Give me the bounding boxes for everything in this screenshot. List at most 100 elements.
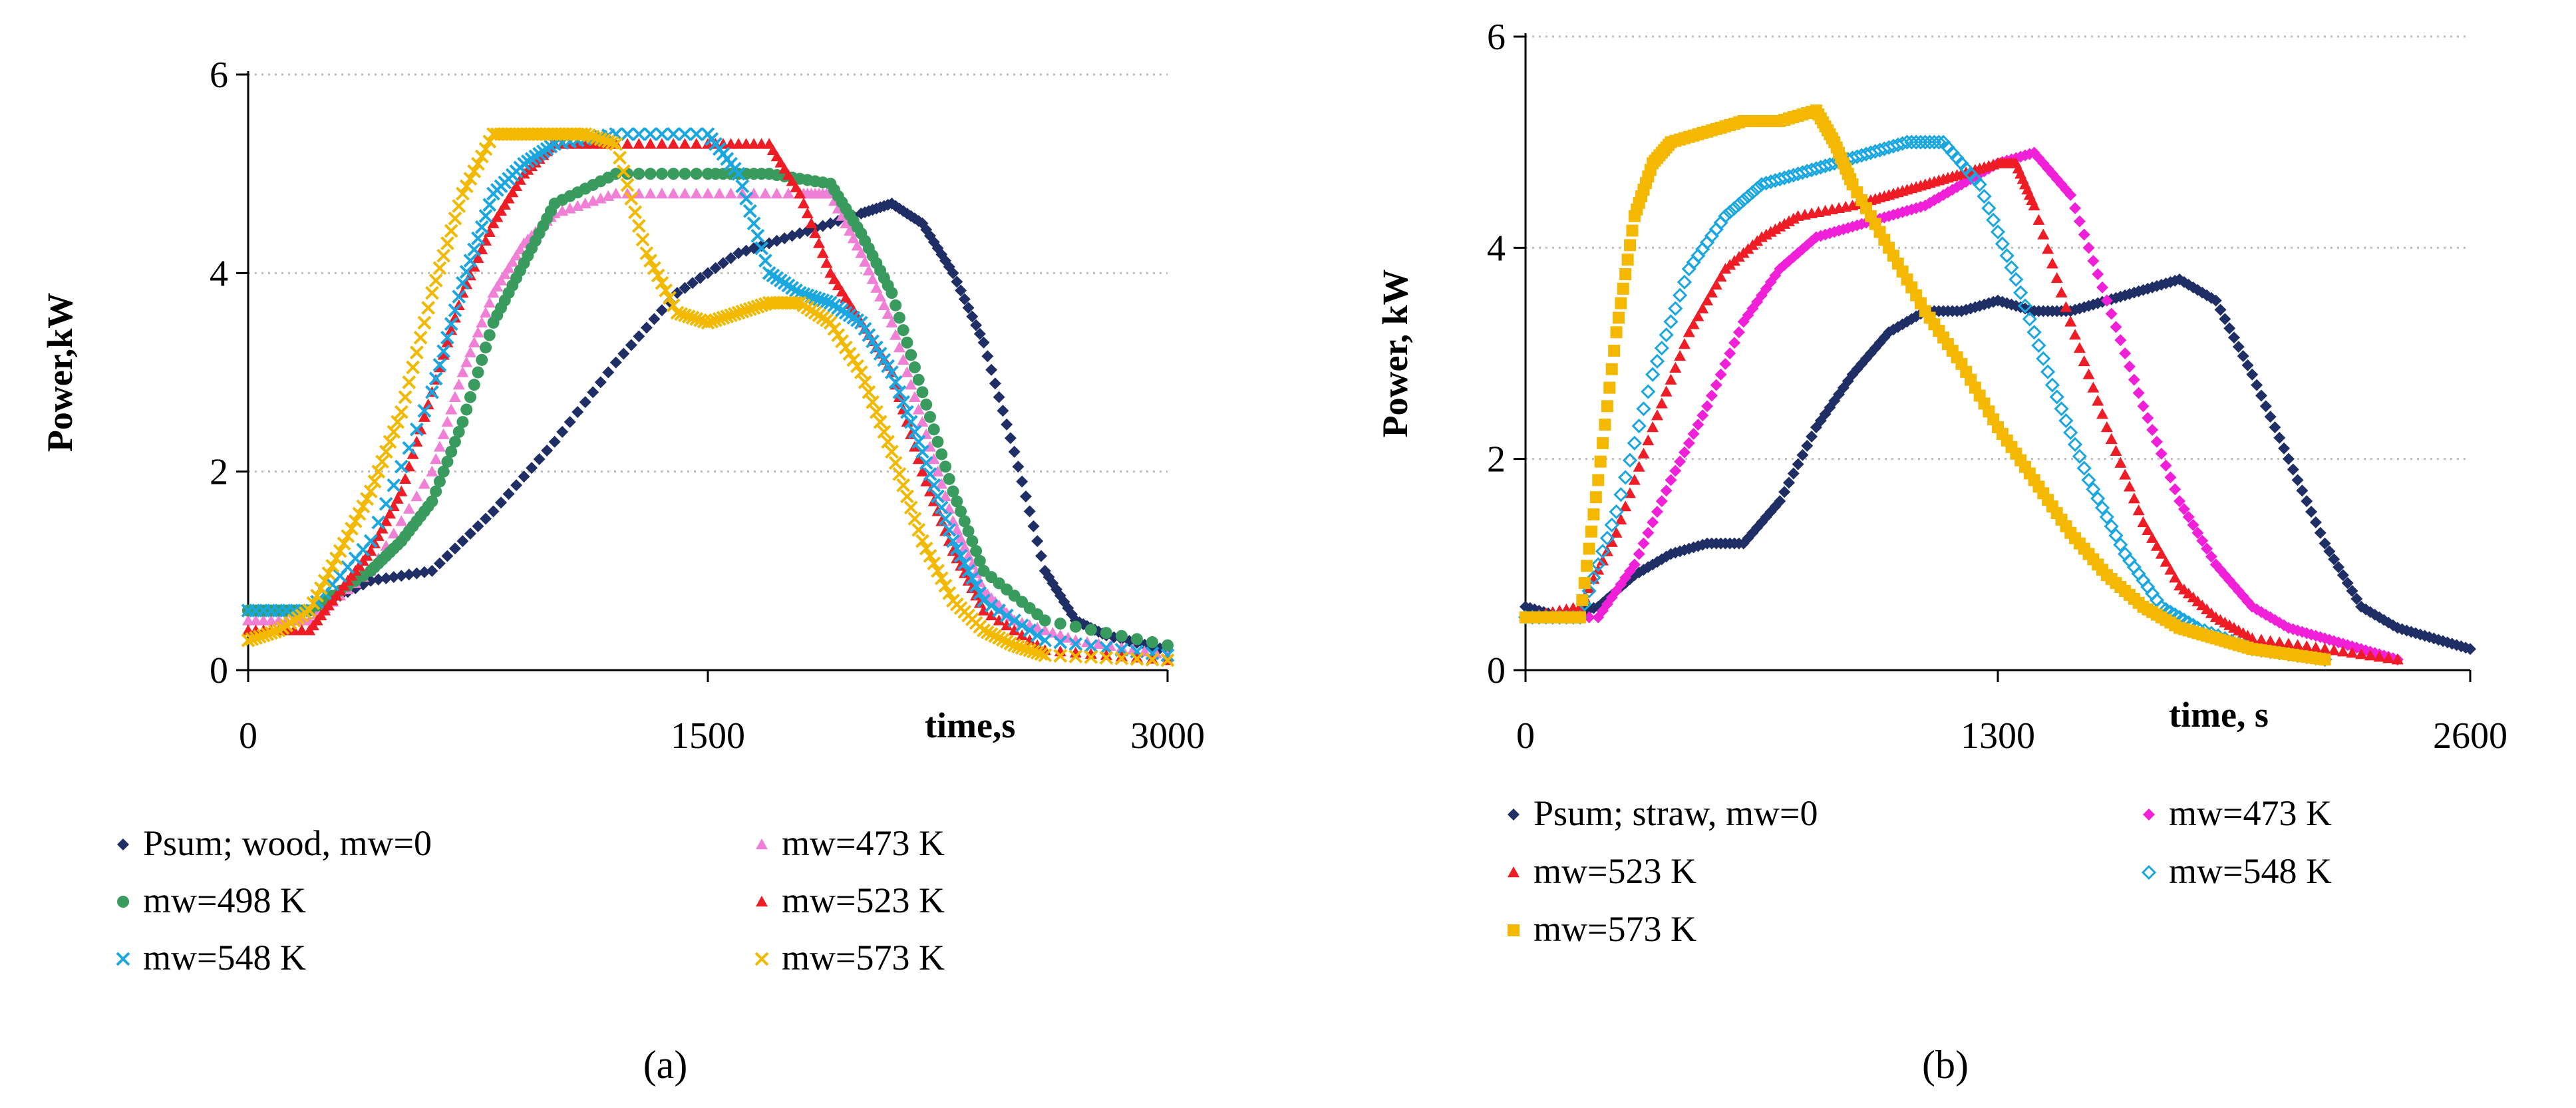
data-point <box>2123 480 2136 492</box>
data-point <box>992 631 1007 645</box>
data-point <box>889 329 902 340</box>
data-point <box>750 299 765 314</box>
data-point <box>2191 526 2204 539</box>
data-point <box>280 624 293 636</box>
data-point <box>2069 202 2082 214</box>
data-point <box>724 188 737 199</box>
data-point <box>417 315 432 330</box>
data-point <box>2078 355 2090 367</box>
data-point <box>1663 314 1679 329</box>
data-point <box>2123 360 2136 373</box>
y-tick-label: 6 <box>1487 17 1506 58</box>
data-point <box>2373 651 2386 662</box>
data-point <box>912 403 925 415</box>
data-point <box>2110 321 2122 333</box>
data-point <box>579 396 591 409</box>
data-point <box>1591 557 1606 572</box>
data-point <box>942 522 957 537</box>
data-point <box>912 373 925 386</box>
data-point <box>809 227 822 238</box>
data-point <box>394 405 408 419</box>
data-point <box>870 281 883 293</box>
data-point <box>2146 424 2159 437</box>
data-point <box>410 567 423 580</box>
data-point <box>1023 505 1036 518</box>
data-point <box>923 466 937 481</box>
data-point <box>456 366 469 377</box>
data-point <box>840 217 852 228</box>
data-point <box>655 168 668 180</box>
data-point <box>264 626 278 640</box>
data-point <box>911 435 926 449</box>
data-point <box>965 571 979 586</box>
data-point <box>2081 472 2096 488</box>
data-point <box>877 425 891 439</box>
data-point <box>1023 623 1037 638</box>
data-point <box>1678 338 1690 349</box>
data-point <box>1637 537 1650 550</box>
data-point <box>2333 561 2345 574</box>
data-point <box>1615 297 1627 309</box>
data-point <box>2013 285 2028 300</box>
data-point <box>476 316 488 328</box>
data-point <box>1636 401 1651 417</box>
data-point <box>1701 400 1714 413</box>
data-point <box>1099 641 1114 655</box>
data-point <box>999 634 1014 649</box>
data-point <box>731 305 746 320</box>
data-point <box>242 614 254 626</box>
legend-marker <box>2143 809 2155 821</box>
data-point <box>2164 564 2177 575</box>
data-point <box>855 247 868 258</box>
data-point <box>1792 458 1804 470</box>
data-point <box>556 426 569 438</box>
data-point <box>838 340 853 355</box>
data-point <box>951 495 963 508</box>
data-point <box>812 292 826 306</box>
data-point <box>797 197 810 209</box>
data-point <box>908 361 921 374</box>
data-point <box>977 336 990 349</box>
data-point <box>597 133 611 148</box>
x-tick-label: 1300 <box>1961 715 2035 757</box>
data-point <box>468 379 480 391</box>
data-point <box>679 188 691 199</box>
data-point <box>585 129 600 144</box>
data-point <box>1726 200 1742 216</box>
data-point <box>908 391 921 402</box>
data-point <box>966 310 979 323</box>
data-point <box>384 508 397 519</box>
data-point <box>2042 162 2054 175</box>
data-point <box>884 365 899 379</box>
data-point <box>2246 632 2259 644</box>
data-point <box>2150 435 2163 448</box>
data-point <box>1019 642 1033 656</box>
data-point <box>1001 619 1013 631</box>
data-point <box>321 566 336 580</box>
data-point <box>1100 627 1112 640</box>
data-point <box>2177 503 2190 516</box>
data-point <box>901 336 913 349</box>
data-point <box>472 252 484 264</box>
data-point <box>1669 361 1682 373</box>
data-point <box>939 525 952 536</box>
data-point <box>1641 384 1656 399</box>
series-3 <box>242 168 1174 651</box>
data-point <box>678 127 692 141</box>
data-point <box>1114 651 1129 665</box>
data-point <box>387 571 400 584</box>
data-point <box>491 211 504 222</box>
data-point <box>1031 535 1044 548</box>
data-point <box>498 268 511 279</box>
data-point <box>1655 397 1668 409</box>
data-point <box>1092 638 1105 649</box>
data-point <box>464 346 476 357</box>
data-point <box>2067 437 2083 452</box>
data-point <box>433 557 446 570</box>
data-point <box>2119 347 2132 359</box>
data-point <box>1972 177 1987 192</box>
data-point <box>1004 432 1017 445</box>
data-point <box>433 475 446 488</box>
data-point <box>2214 303 2227 316</box>
data-point <box>444 224 458 238</box>
